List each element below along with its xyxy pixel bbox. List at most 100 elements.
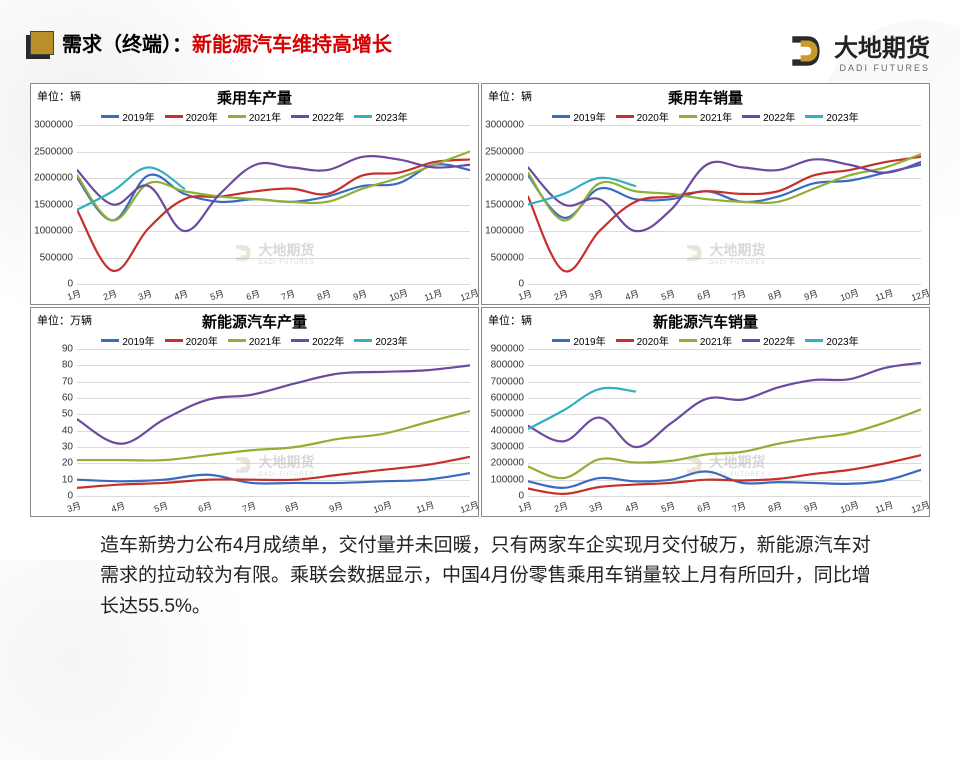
x-axis-labels: 1月2月3月4月5月6月7月8月9月10月11月12月 [528,500,921,514]
legend-item: 2020年 [165,109,218,124]
x-axis-labels: 1月2月3月4月5月6月7月8月9月10月11月12月 [528,288,921,302]
series-line [528,157,921,272]
chart-nev-sales: 单位：辆新能源汽车销量2019年2020年2021年2022年2023年0100… [481,307,930,517]
legend-item: 2019年 [552,333,605,348]
chart-unit: 单位：辆 [37,88,81,104]
y-tick-label: 2500000 [33,146,73,157]
legend-swatch-icon [805,339,823,342]
y-tick-label: 1000000 [33,226,73,237]
gridline [528,284,921,285]
y-tick-label: 600000 [484,393,524,404]
legend-swatch-icon [101,115,119,118]
legend-label: 2019年 [573,109,605,124]
chart-title: 新能源汽车产量 [31,308,478,332]
legend-item: 2021年 [679,333,732,348]
y-tick-label: 500000 [484,409,524,420]
legend-label: 2021年 [249,109,281,124]
gridline [528,496,921,497]
legend-item: 2019年 [101,109,154,124]
legend-swatch-icon [742,339,760,342]
y-tick-label: 0 [484,279,524,290]
title-wrap: 需求（终端）：新能源汽车维持高增长 [30,28,392,57]
y-tick-label: 400000 [484,425,524,436]
legend-item: 2020年 [165,333,218,348]
legend-item: 2021年 [228,333,281,348]
series-line [528,388,635,429]
legend-swatch-icon [165,115,183,118]
legend-label: 2020年 [186,333,218,348]
legend-item: 2022年 [291,109,344,124]
series-line [77,156,470,231]
y-tick-label: 100000 [484,474,524,485]
legend-label: 2023年 [375,109,407,124]
legend-swatch-icon [354,115,372,118]
page-title: 需求（终端）：新能源汽车维持高增长 [62,28,392,57]
legend-swatch-icon [616,115,634,118]
chart-plot: 0500000100000015000002000000250000030000… [77,125,470,284]
series-line [528,363,921,447]
legend-swatch-icon [291,115,309,118]
logo-subtext: DADI FUTURES [834,63,930,73]
header: 需求（终端）：新能源汽车维持高增长 大地期货 DADI FUTURES [0,0,960,79]
legend-item: 2020年 [616,333,669,348]
x-axis-labels: 3月4月5月6月7月8月9月10月11月12月 [77,500,470,514]
chart-unit: 单位：辆 [488,312,532,328]
legend-label: 2022年 [763,109,795,124]
legend-label: 2020年 [186,109,218,124]
legend-swatch-icon [616,339,634,342]
chart-title: 乘用车产量 [31,84,478,108]
y-tick-label: 0 [33,279,73,290]
legend-swatch-icon [552,339,570,342]
gridline [77,496,470,497]
title-bullet-icon [30,31,54,55]
legend-label: 2023年 [375,333,407,348]
gridline [77,284,470,285]
chart-lines [528,125,921,284]
y-tick-label: 0 [484,491,524,502]
chart-passenger-sales: 单位：辆乘用车销量2019年2020年2021年2022年2023年050000… [481,83,930,305]
legend-swatch-icon [679,115,697,118]
y-tick-label: 1500000 [484,199,524,210]
chart-legend: 2019年2020年2021年2022年2023年 [31,332,478,349]
y-tick-label: 20 [33,458,73,469]
legend-item: 2021年 [228,109,281,124]
y-tick-label: 700000 [484,376,524,387]
y-tick-label: 60 [33,393,73,404]
chart-passenger-production: 单位：辆乘用车产量2019年2020年2021年2022年2023年050000… [30,83,479,305]
chart-plot: 0100000200000300000400000500000600000700… [528,349,921,496]
y-tick-label: 500000 [33,252,73,263]
legend-label: 2021年 [249,333,281,348]
legend-swatch-icon [228,339,246,342]
legend-label: 2023年 [826,109,858,124]
y-tick-label: 800000 [484,360,524,371]
y-tick-label: 300000 [484,442,524,453]
logo-text: 大地期货 [834,28,930,63]
chart-unit: 单位：万辆 [37,312,92,328]
chart-plot: 0102030405060708090大地期货DADI FUTURES [77,349,470,496]
legend-label: 2022年 [312,109,344,124]
y-tick-label: 30 [33,442,73,453]
legend-item: 2022年 [291,333,344,348]
chart-plot: 0500000100000015000002000000250000030000… [528,125,921,284]
legend-item: 2023年 [354,109,407,124]
legend-label: 2022年 [763,333,795,348]
y-tick-label: 3000000 [33,120,73,131]
title-red: 新能源汽车维持高增长 [192,34,392,56]
series-line [77,473,470,483]
legend-item: 2022年 [742,109,795,124]
y-tick-label: 3000000 [484,120,524,131]
legend-item: 2020年 [616,109,669,124]
legend-item: 2023年 [805,109,858,124]
legend-label: 2021年 [700,109,732,124]
y-tick-label: 80 [33,360,73,371]
legend-item: 2021年 [679,109,732,124]
legend-swatch-icon [165,339,183,342]
legend-item: 2019年 [552,109,605,124]
legend-swatch-icon [552,115,570,118]
legend-swatch-icon [805,115,823,118]
chart-legend: 2019年 2020年 2021年 2022年 2023年 [31,108,478,125]
y-tick-label: 900000 [484,344,524,355]
y-tick-label: 0 [33,491,73,502]
y-tick-label: 500000 [484,252,524,263]
x-axis-labels: 1月2月3月4月5月6月7月8月9月10月11月12月 [77,288,470,302]
